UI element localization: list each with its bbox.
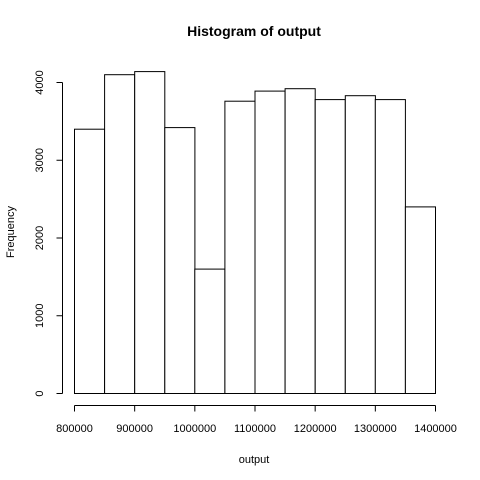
histogram-bar-6: [224, 100, 256, 394]
histogram-bar-12: [404, 206, 436, 394]
histogram-bar-4: [164, 127, 196, 394]
x-tick-label: 1300000: [354, 423, 397, 435]
histogram-bar-10: [344, 95, 376, 394]
histogram-bar-9: [314, 99, 346, 394]
histogram-bar-5: [194, 268, 226, 395]
histogram-bar-1: [74, 128, 106, 394]
x-tick-label: 1400000: [414, 423, 457, 435]
x-axis-label: output: [239, 454, 270, 466]
histogram-bar-11: [374, 99, 406, 394]
x-tick-label: 800000: [56, 423, 93, 435]
x-tick-label: 900000: [116, 423, 153, 435]
y-tick-label: 3000: [34, 148, 46, 172]
histogram-bar-7: [254, 90, 286, 394]
chart-title: Histogram of output: [187, 23, 321, 39]
y-tick-label: 4000: [34, 70, 46, 94]
y-tick-label: 2000: [34, 226, 46, 250]
x-tick-label: 1200000: [294, 423, 337, 435]
y-tick-label: 1000: [34, 304, 46, 328]
x-axis: 800000 900000 1000000 1100000 1200000 1300000…: [56, 405, 457, 435]
x-tick-label: 1100000: [234, 423, 276, 435]
x-tick-label: 1000000: [173, 423, 216, 435]
histogram-bar-2: [104, 74, 136, 394]
histogram-bar-8: [284, 88, 316, 394]
bars-group: [74, 71, 436, 395]
y-axis-label: Frequency: [5, 206, 17, 258]
y-axis: 0 1000 2000 3000 4000: [34, 70, 63, 397]
histogram-bar-3: [134, 71, 166, 394]
y-tick-label: 0: [34, 390, 46, 396]
